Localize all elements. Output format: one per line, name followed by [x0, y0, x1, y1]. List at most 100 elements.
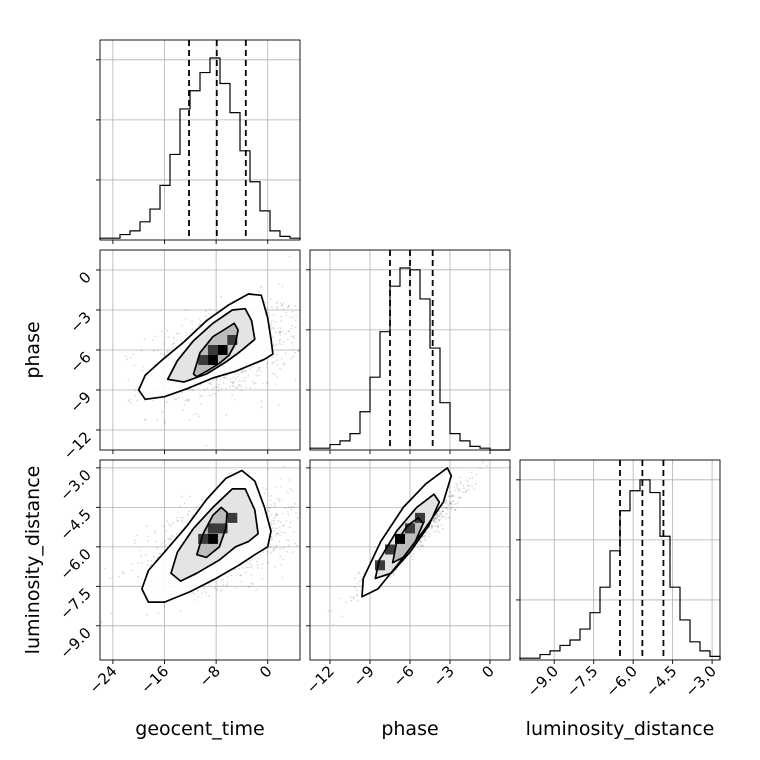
pair-phase-luminosity-distance-sample — [438, 515, 441, 518]
pair-phase-luminosity-distance-sample — [392, 574, 395, 577]
pair-geocent-time-luminosity-distance-sample — [256, 567, 259, 569]
pair-phase-luminosity-distance-sample — [432, 518, 435, 521]
pair-geocent-time-phase-ytick-label-2: −6 — [66, 348, 94, 376]
pair-geocent-time-phase-sample — [230, 381, 233, 383]
pair-phase-luminosity-distance-sample — [459, 482, 462, 485]
pair-phase-luminosity-distance-sample — [465, 479, 468, 481]
pair-geocent-time-phase-sample — [201, 395, 204, 397]
pair-geocent-time-phase-sample — [241, 371, 244, 374]
pair-phase-luminosity-distance-sample — [437, 515, 440, 517]
pair-phase-luminosity-distance-sample — [418, 543, 420, 546]
pair-geocent-time-phase-sample — [233, 399, 236, 401]
xlabel-geocent-time: geocent_time — [135, 718, 264, 740]
pair-geocent-time-luminosity-distance-sample — [278, 500, 281, 503]
pair-geocent-time-phase-sample — [285, 314, 287, 317]
pair-geocent-time-luminosity-distance-sample — [270, 524, 273, 527]
pair-geocent-time-phase-sample — [275, 307, 278, 310]
pair-phase-luminosity-distance-sample — [474, 482, 477, 485]
pair-geocent-time-luminosity-distance-sample — [203, 587, 206, 589]
pair-geocent-time-phase-sample — [270, 324, 272, 327]
pair-phase-luminosity-distance-sample — [438, 520, 440, 522]
pair-phase-luminosity-distance-sample — [412, 552, 415, 555]
pair-geocent-time-phase-sample — [240, 371, 243, 374]
pair-geocent-time-phase-sample — [278, 331, 281, 334]
pair-geocent-time-phase-sample — [213, 386, 216, 389]
pair-geocent-time-phase-sample — [163, 419, 166, 422]
pair-geocent-time-phase-sample — [277, 404, 280, 406]
pair-geocent-time-phase-sample — [290, 327, 293, 330]
pair-geocent-time-luminosity-distance-sample — [265, 488, 268, 491]
pair-geocent-time-phase-contour-line-2 — [137, 293, 274, 401]
pair-geocent-time-phase-sample — [225, 413, 228, 416]
pair-phase-luminosity-distance-sample — [458, 496, 461, 499]
pair-geocent-time-phase-sample — [279, 334, 282, 336]
pair-geocent-time-luminosity-distance-sample — [269, 499, 272, 501]
pair-geocent-time-phase-sample — [293, 336, 295, 339]
pair-geocent-time-phase-sample — [209, 394, 212, 397]
pair-geocent-time-phase-sample — [136, 399, 139, 402]
pair-geocent-time-phase-sample — [207, 382, 210, 385]
pair-geocent-time-phase-sample — [276, 300, 279, 303]
pair-geocent-time-phase-sample — [199, 323, 201, 325]
pair-phase-luminosity-distance-sample — [436, 525, 439, 528]
pair-geocent-time-phase-sample — [274, 383, 277, 385]
pair-geocent-time-luminosity-distance-sample — [170, 525, 172, 527]
pair-phase-luminosity-distance-sample — [457, 488, 460, 490]
pair-geocent-time-luminosity-distance-sample — [109, 577, 111, 579]
pair-geocent-time-luminosity-distance-sample — [275, 527, 277, 530]
pair-phase-luminosity-distance-sample — [439, 512, 442, 515]
pair-phase-luminosity-distance-sample — [331, 609, 333, 612]
pair-geocent-time-luminosity-distance-sample — [228, 472, 231, 475]
pair-geocent-time-luminosity-distance-xtick-label-2: −8 — [196, 662, 224, 690]
pair-geocent-time-luminosity-distance-sample — [276, 514, 278, 516]
pair-geocent-time-phase-sample — [240, 386, 242, 388]
pair-geocent-time-luminosity-distance-sample — [280, 485, 283, 488]
pair-geocent-time-luminosity-distance-sample — [187, 510, 190, 513]
pair-geocent-time-phase-sample — [214, 392, 217, 395]
hist-luminosity-distance-xtick-label-2: −6.0 — [602, 662, 640, 700]
pair-phase-luminosity-distance-sample — [358, 580, 361, 583]
pair-geocent-time-luminosity-distance-sample — [201, 592, 204, 595]
pair-phase-luminosity-distance-contour-line-1 — [374, 493, 441, 580]
pair-geocent-time-luminosity-distance-sample — [186, 513, 189, 515]
pair-geocent-time-luminosity-distance-sample — [110, 612, 113, 615]
pair-geocent-time-luminosity-distance-sample — [140, 555, 143, 558]
pair-geocent-time-luminosity-distance-sample — [145, 553, 147, 556]
panels-layer: −9.0 −7.5 −6.0 −4.5 −3.0−12−9−6−30−24 −16 −8 0−… — [56, 39, 721, 701]
pair-phase-luminosity-distance-sample — [454, 489, 457, 492]
pair-geocent-time-luminosity-distance-sample — [175, 532, 178, 535]
pair-phase-luminosity-distance-xtick-label-1: −9 — [349, 662, 377, 690]
hist-geocent-time-panel — [96, 39, 301, 244]
pair-geocent-time-luminosity-distance-sample — [230, 574, 233, 577]
pair-geocent-time-phase-sample — [279, 339, 281, 342]
pair-geocent-time-phase-sample — [154, 335, 157, 338]
pair-phase-luminosity-distance-sample — [395, 568, 398, 571]
pair-geocent-time-luminosity-distance-sample — [272, 548, 275, 551]
pair-geocent-time-phase-sample — [276, 376, 279, 379]
pair-geocent-time-phase-sample — [212, 393, 215, 395]
pair-phase-luminosity-distance-sample — [356, 589, 358, 592]
pair-geocent-time-phase-sample — [229, 378, 232, 381]
pair-geocent-time-phase-sample — [191, 389, 193, 391]
pair-geocent-time-luminosity-distance-sample — [261, 563, 264, 565]
pair-phase-luminosity-distance-sample — [389, 575, 392, 578]
pair-phase-luminosity-distance-sample — [462, 484, 464, 487]
pair-phase-luminosity-distance-sample — [468, 488, 470, 491]
pair-geocent-time-luminosity-distance-sample — [147, 535, 150, 538]
pair-phase-luminosity-distance-sample — [479, 467, 482, 470]
pair-phase-luminosity-distance-sample — [457, 501, 459, 504]
pair-phase-luminosity-distance-sample — [420, 544, 423, 546]
pair-phase-luminosity-distance-sample — [369, 556, 372, 559]
pair-geocent-time-phase-sample — [177, 396, 180, 399]
pair-geocent-time-luminosity-distance-sample — [282, 558, 285, 561]
pair-geocent-time-luminosity-distance-sample — [130, 569, 133, 572]
pair-geocent-time-luminosity-distance-sample — [137, 575, 139, 578]
pair-phase-luminosity-distance-sample — [352, 596, 355, 598]
pair-geocent-time-phase-sample — [261, 285, 263, 288]
pair-geocent-time-phase-sample — [237, 384, 240, 387]
pair-geocent-time-phase-sample — [171, 346, 174, 349]
pair-phase-luminosity-distance-sample — [448, 516, 450, 519]
pair-phase-luminosity-distance-sample — [445, 507, 447, 509]
pair-geocent-time-luminosity-distance-sample — [247, 561, 249, 563]
pair-geocent-time-phase-sample — [175, 398, 178, 400]
